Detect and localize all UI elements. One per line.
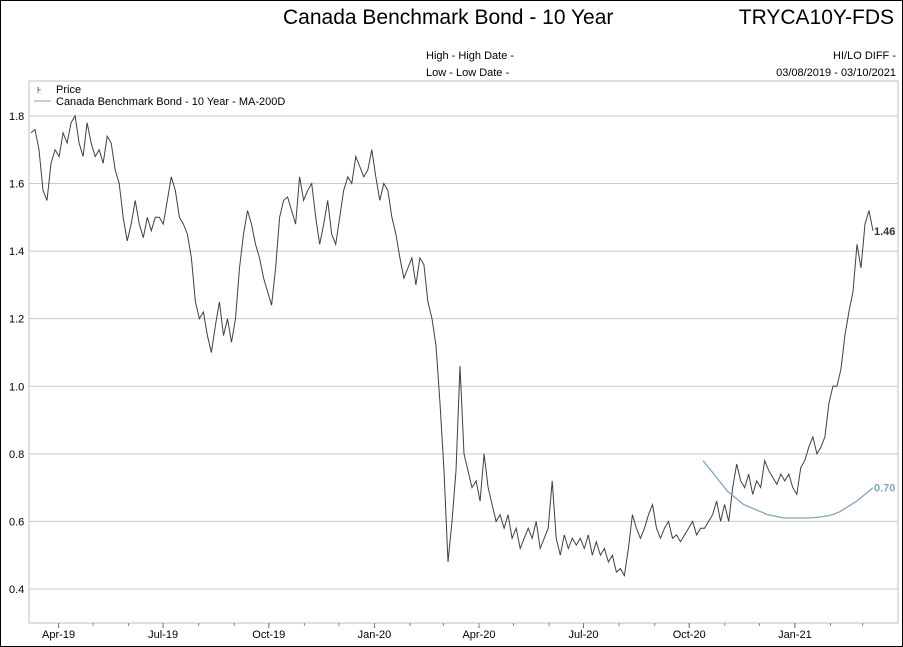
price-legend-icon: ⊦ <box>37 85 42 95</box>
ticker-symbol: TRYCA10Y-FDS <box>738 6 894 29</box>
price-line <box>30 114 874 577</box>
x-tick-label: Apr-19 <box>42 629 75 641</box>
y-tick-label: 1.0 <box>9 381 24 393</box>
x-tick-label: Oct-20 <box>673 629 706 641</box>
date-range: 03/08/2019 - 03/10/2021 <box>776 67 896 79</box>
x-tick-label: Jul-19 <box>148 629 178 641</box>
x-tick-label: Apr-20 <box>462 629 495 641</box>
legend-ma: Canada Benchmark Bond - 10 Year - MA-200… <box>56 96 285 108</box>
high-label: High - High Date - <box>426 50 515 62</box>
y-tick-label: 1.4 <box>9 246 24 258</box>
hilo-diff-label: HI/LO DIFF - <box>833 50 896 62</box>
y-tick-label: 0.6 <box>9 516 24 528</box>
legend-price: Price <box>56 84 81 96</box>
y-tick-label: 1.8 <box>9 111 24 123</box>
chart-title: Canada Benchmark Bond - 10 Year <box>283 6 614 29</box>
x-tick-label: Jan-21 <box>778 629 812 641</box>
y-tick-label: 1.6 <box>9 179 24 191</box>
plot-area <box>28 80 899 624</box>
x-tick-label: Oct-19 <box>252 629 285 641</box>
ma-200d-line <box>702 460 874 519</box>
x-tick-label: Jul-20 <box>569 629 599 641</box>
price-last-value-label: 1.46 <box>874 226 895 238</box>
y-tick-label: 0.8 <box>9 449 24 461</box>
low-label: Low - Low Date - <box>426 67 510 79</box>
ma-last-value-label: 0.70 <box>874 483 895 495</box>
y-tick-label: 0.4 <box>9 584 24 596</box>
x-tick-label: Jan-20 <box>358 629 392 641</box>
y-tick-label: 1.2 <box>9 314 24 326</box>
